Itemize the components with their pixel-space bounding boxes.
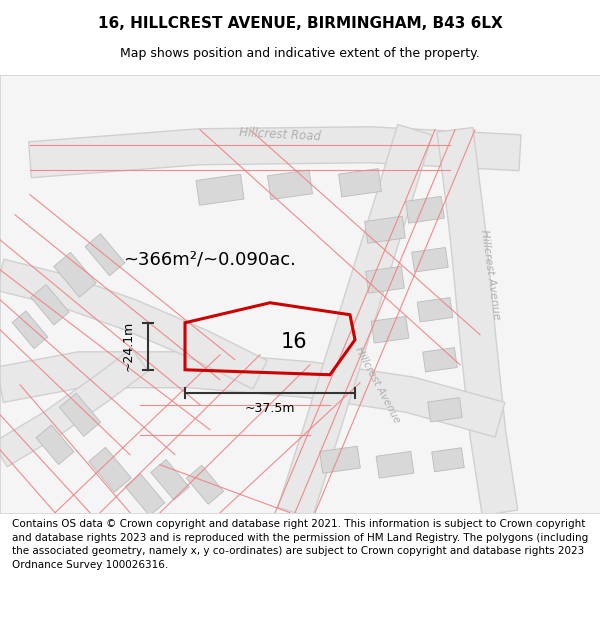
Polygon shape [187,465,224,504]
Text: 16: 16 [281,332,307,352]
Polygon shape [125,474,165,516]
Text: Hillcrest Road: Hillcrest Road [239,126,321,143]
Polygon shape [268,170,313,199]
Polygon shape [0,349,148,467]
Polygon shape [85,234,125,276]
Polygon shape [54,253,96,297]
Polygon shape [36,425,74,464]
Polygon shape [432,448,464,472]
Polygon shape [437,127,518,516]
Text: Contains OS data © Crown copyright and database right 2021. This information is : Contains OS data © Crown copyright and d… [12,519,588,570]
Polygon shape [196,174,244,205]
Polygon shape [278,124,432,518]
Polygon shape [417,298,453,322]
Text: ~366m²/~0.090ac.: ~366m²/~0.090ac. [124,251,296,269]
Polygon shape [0,352,505,437]
Text: Hillcrest Avenue: Hillcrest Avenue [479,229,501,321]
Polygon shape [365,216,406,243]
Polygon shape [371,316,409,343]
Text: ~37.5m: ~37.5m [245,402,295,415]
Polygon shape [151,459,189,500]
Polygon shape [59,393,101,436]
Polygon shape [338,169,382,197]
Polygon shape [29,127,521,178]
Polygon shape [0,259,267,389]
Polygon shape [428,398,462,422]
Text: Map shows position and indicative extent of the property.: Map shows position and indicative extent… [120,48,480,61]
Polygon shape [423,348,457,372]
Polygon shape [31,284,69,325]
Text: Hillcrest Avenue: Hillcrest Avenue [353,345,403,424]
Text: 16, HILLCREST AVENUE, BIRMINGHAM, B43 6LX: 16, HILLCREST AVENUE, BIRMINGHAM, B43 6L… [98,16,502,31]
Polygon shape [89,448,131,492]
Polygon shape [412,248,448,272]
Polygon shape [406,196,445,223]
Polygon shape [12,311,48,349]
Polygon shape [376,451,414,478]
Polygon shape [320,446,361,473]
Polygon shape [365,266,404,293]
Text: ~24.1m: ~24.1m [121,321,134,371]
